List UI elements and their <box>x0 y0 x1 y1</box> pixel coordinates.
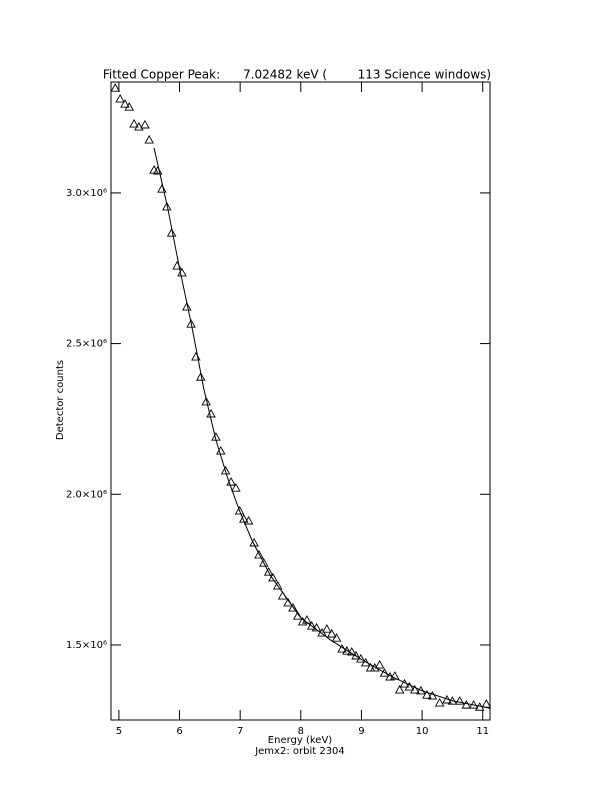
y-tick-label: 3.0×10⁶ <box>66 188 107 199</box>
x-tick-label: 11 <box>476 726 489 737</box>
x-tick-label: 7 <box>237 726 243 737</box>
data-point <box>140 119 150 129</box>
data-point <box>461 700 472 709</box>
data-point <box>422 690 432 699</box>
data-point <box>390 671 400 680</box>
data-point <box>231 483 241 492</box>
data-point <box>427 690 438 700</box>
subtitle: Jemx2: orbit 2304 <box>254 746 345 757</box>
x-axis-label: Energy (keV) <box>268 735 333 746</box>
data-point <box>322 624 332 633</box>
data-point <box>272 580 283 590</box>
data-point <box>297 616 308 626</box>
data-point <box>311 622 322 632</box>
data-point <box>134 121 144 131</box>
fit-line <box>153 147 491 709</box>
data-point <box>201 396 211 406</box>
data-point <box>288 602 298 612</box>
data-point <box>166 228 177 237</box>
data-point <box>249 537 259 547</box>
data-point <box>374 659 385 669</box>
data-point <box>306 621 317 630</box>
data-point <box>404 681 415 691</box>
data-point <box>410 684 420 694</box>
data-point <box>416 685 426 695</box>
data-point <box>326 628 337 638</box>
data-point <box>379 668 390 677</box>
data-point <box>342 646 352 655</box>
data-point <box>206 408 216 418</box>
data-point <box>182 301 192 311</box>
x-tick-label: 8 <box>298 726 304 737</box>
data-point <box>120 99 130 108</box>
data-point <box>115 93 125 103</box>
y-tick-label: 2.0×10⁶ <box>66 489 107 500</box>
data-point <box>331 633 342 642</box>
data-point <box>234 505 245 515</box>
data-point <box>129 118 139 128</box>
data-point <box>356 653 366 663</box>
data-point <box>346 646 357 656</box>
data-point <box>370 662 380 672</box>
data-point <box>220 465 231 475</box>
data-point <box>268 572 278 582</box>
data-point <box>351 650 361 660</box>
data-point <box>110 83 121 92</box>
data-point <box>434 697 445 707</box>
y-tick-label: 1.5×10⁶ <box>66 640 107 651</box>
x-tick-label: 10 <box>416 726 429 737</box>
data-point <box>302 615 312 624</box>
data-point <box>144 134 154 144</box>
data-point <box>186 319 196 328</box>
data-point <box>360 657 371 667</box>
data-point <box>124 102 134 111</box>
data-point <box>195 372 206 381</box>
chart-title: Fitted Copper Peak: 7.02482 keV ( 113 Sc… <box>103 68 491 82</box>
data-point <box>394 684 405 694</box>
y-axis-label: Detector counts <box>55 360 66 440</box>
x-tick-label: 6 <box>176 726 182 737</box>
y-tick-label: 2.5×10⁶ <box>66 339 107 350</box>
data-point <box>259 558 269 567</box>
data-point <box>263 567 274 576</box>
x-tick-label: 5 <box>116 726 122 737</box>
data-point <box>157 184 167 193</box>
x-tick-label: 9 <box>358 726 364 737</box>
data-point <box>254 549 264 559</box>
data-point <box>162 201 172 211</box>
data-point <box>454 696 465 705</box>
data-point <box>243 515 254 525</box>
